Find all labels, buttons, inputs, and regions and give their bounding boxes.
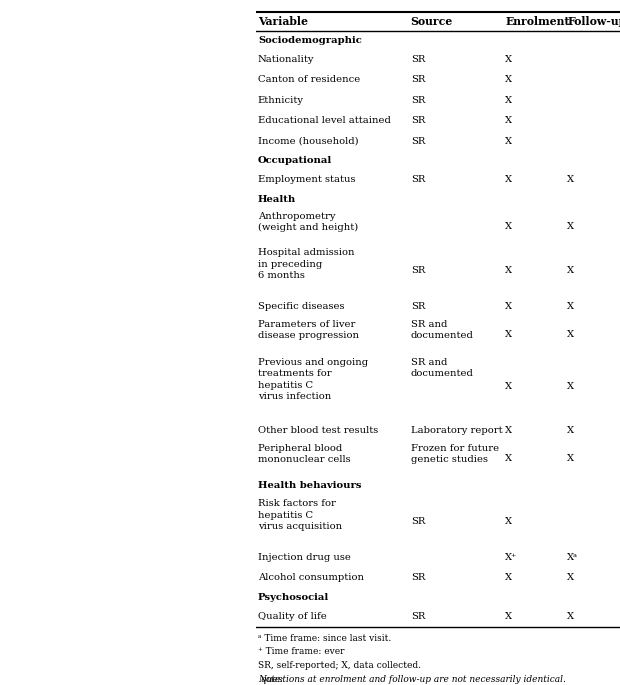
Text: SR: SR bbox=[410, 302, 425, 311]
Text: X: X bbox=[505, 222, 513, 231]
Text: Hospital admission
in preceding
6 months: Hospital admission in preceding 6 months bbox=[258, 249, 355, 280]
Text: X: X bbox=[505, 382, 513, 391]
Text: X: X bbox=[567, 426, 574, 435]
Text: Sociodemographic: Sociodemographic bbox=[258, 36, 361, 45]
Text: Note:: Note: bbox=[258, 675, 283, 684]
Text: questions at enrolment and follow-up are not necessarily identical.: questions at enrolment and follow-up are… bbox=[258, 675, 566, 684]
Text: SR and
documented: SR and documented bbox=[410, 319, 474, 340]
Text: Peripheral blood
mononuclear cells: Peripheral blood mononuclear cells bbox=[258, 444, 350, 464]
Text: SR: SR bbox=[410, 55, 425, 64]
Text: X: X bbox=[505, 454, 513, 463]
Text: Enrolment: Enrolment bbox=[505, 16, 570, 27]
Text: X: X bbox=[567, 612, 574, 621]
Text: SR: SR bbox=[410, 136, 425, 145]
Text: X: X bbox=[505, 55, 513, 64]
Text: X⁺: X⁺ bbox=[505, 553, 518, 562]
Text: Risk factors for
hepatitis C
virus acquisition: Risk factors for hepatitis C virus acqui… bbox=[258, 499, 342, 531]
Text: SR: SR bbox=[410, 266, 425, 275]
Text: X: X bbox=[505, 573, 513, 582]
Text: SR: SR bbox=[410, 573, 425, 582]
Text: Psychosocial: Psychosocial bbox=[258, 593, 329, 601]
Text: X: X bbox=[505, 266, 513, 275]
Text: Injection drug use: Injection drug use bbox=[258, 553, 351, 562]
Text: SR: SR bbox=[410, 75, 425, 84]
Text: Ethnicity: Ethnicity bbox=[258, 96, 304, 105]
Text: Employment status: Employment status bbox=[258, 175, 355, 184]
Text: Frozen for future
genetic studies: Frozen for future genetic studies bbox=[410, 444, 499, 464]
Text: Quality of life: Quality of life bbox=[258, 612, 327, 621]
Text: Follow-up: Follow-up bbox=[567, 16, 620, 27]
Text: X: X bbox=[505, 302, 513, 311]
Text: Source: Source bbox=[410, 16, 453, 27]
Text: X: X bbox=[505, 612, 513, 621]
Text: X: X bbox=[505, 516, 513, 525]
Text: Canton of residence: Canton of residence bbox=[258, 75, 360, 84]
Text: X: X bbox=[505, 116, 513, 125]
Text: X: X bbox=[567, 266, 574, 275]
Text: X: X bbox=[567, 302, 574, 311]
Text: SR and
documented: SR and documented bbox=[410, 358, 474, 378]
Text: Educational level attained: Educational level attained bbox=[258, 116, 391, 125]
Text: Health behaviours: Health behaviours bbox=[258, 482, 361, 490]
Text: Health: Health bbox=[258, 195, 296, 204]
Text: X: X bbox=[567, 175, 574, 184]
Text: X: X bbox=[505, 330, 513, 339]
Text: Xᵃ: Xᵃ bbox=[567, 553, 578, 562]
Text: SR: SR bbox=[410, 175, 425, 184]
Text: X: X bbox=[505, 175, 513, 184]
Text: SR: SR bbox=[410, 516, 425, 525]
Text: Variable: Variable bbox=[258, 16, 308, 27]
Text: X: X bbox=[505, 426, 513, 435]
Text: ᵃ Time frame: since last visit.: ᵃ Time frame: since last visit. bbox=[258, 634, 391, 643]
Text: X: X bbox=[505, 75, 513, 84]
Text: Occupational: Occupational bbox=[258, 156, 332, 165]
Text: Other blood test results: Other blood test results bbox=[258, 426, 378, 435]
Text: X: X bbox=[567, 454, 574, 463]
Text: Specific diseases: Specific diseases bbox=[258, 302, 344, 311]
Text: Alcohol consumption: Alcohol consumption bbox=[258, 573, 364, 582]
Text: Income (household): Income (household) bbox=[258, 136, 358, 145]
Text: X: X bbox=[567, 222, 574, 231]
Text: X: X bbox=[505, 96, 513, 105]
Text: X: X bbox=[567, 330, 574, 339]
Text: Parameters of liver
disease progression: Parameters of liver disease progression bbox=[258, 319, 359, 340]
Text: Previous and ongoing
treatments for
hepatitis C
virus infection: Previous and ongoing treatments for hepa… bbox=[258, 358, 368, 401]
Text: Anthropometry
(weight and height): Anthropometry (weight and height) bbox=[258, 212, 358, 232]
Text: X: X bbox=[567, 382, 574, 391]
Text: X: X bbox=[505, 136, 513, 145]
Text: ⁺ Time frame: ever: ⁺ Time frame: ever bbox=[258, 647, 344, 656]
Text: SR: SR bbox=[410, 96, 425, 105]
Text: SR, self-reported; X, data collected.: SR, self-reported; X, data collected. bbox=[258, 661, 421, 670]
Text: Nationality: Nationality bbox=[258, 55, 314, 64]
Text: SR: SR bbox=[410, 116, 425, 125]
Text: Laboratory report: Laboratory report bbox=[410, 426, 502, 435]
Text: X: X bbox=[567, 573, 574, 582]
Text: SR: SR bbox=[410, 612, 425, 621]
